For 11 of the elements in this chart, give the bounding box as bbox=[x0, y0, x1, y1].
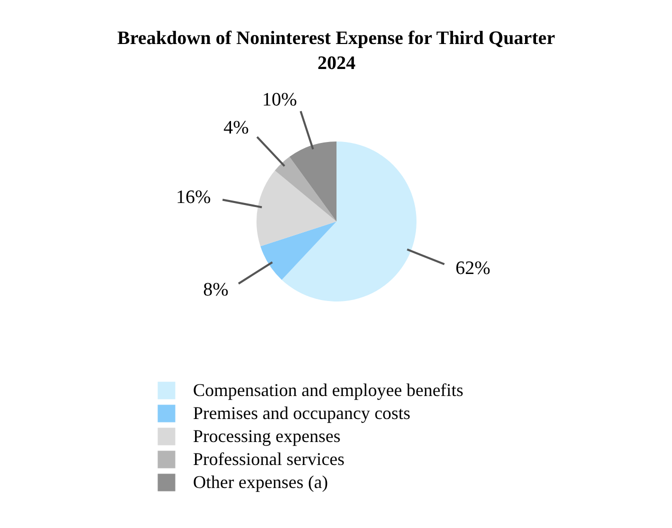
data-label: 16% bbox=[176, 187, 211, 208]
data-label: 62% bbox=[456, 258, 491, 280]
legend-label: Professional services bbox=[193, 448, 344, 470]
data-label: 4% bbox=[224, 118, 250, 139]
data-label: 8% bbox=[203, 280, 229, 301]
legend-label: Compensation and employee benefits bbox=[193, 380, 464, 400]
legend-label: Other expenses (a) bbox=[193, 472, 328, 492]
legend-label: Premises and occupancy costs bbox=[193, 402, 410, 424]
legend-label: Processing expenses bbox=[193, 426, 340, 446]
data-label: 10% bbox=[262, 89, 298, 110]
chart-title: Breakdown of Noninterest Expense for Third Quarter 2024 bbox=[117, 28, 556, 74]
